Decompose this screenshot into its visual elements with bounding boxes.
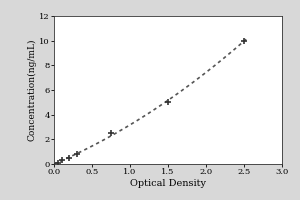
Y-axis label: Concentration(ng/mL): Concentration(ng/mL) xyxy=(27,39,36,141)
X-axis label: Optical Density: Optical Density xyxy=(130,179,206,188)
